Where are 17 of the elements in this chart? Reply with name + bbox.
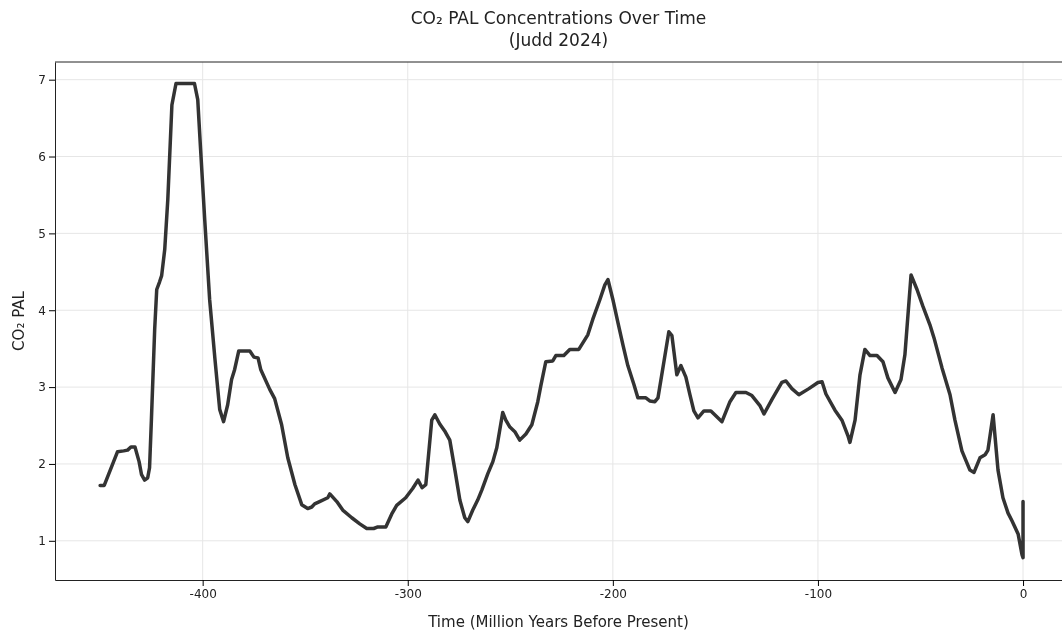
y-tick-label: 2 [38, 457, 46, 472]
chart-subtitle: (Judd 2024) [508, 30, 609, 50]
y-tick-label: 3 [38, 380, 46, 395]
x-tick-label: -400 [189, 586, 217, 601]
y-tick-label: 5 [38, 226, 46, 241]
y-tick-label: 6 [38, 149, 46, 164]
y-axis-title: CO₂ PAL [10, 290, 28, 351]
x-tick-label: -300 [394, 586, 422, 601]
x-tick-label: -100 [804, 586, 833, 601]
x-axis-title: Time (Million Years Before Present) [427, 613, 689, 631]
chart-title: CO₂ PAL Concentrations Over Time [410, 8, 707, 28]
x-tick-label: 0 [1019, 586, 1028, 601]
x-tick-label: -200 [599, 586, 627, 601]
line-series [98, 81, 1025, 560]
y-tick-label: 1 [38, 534, 46, 549]
y-tick-label: 4 [38, 303, 46, 318]
y-tick-label: 7 [38, 73, 46, 88]
